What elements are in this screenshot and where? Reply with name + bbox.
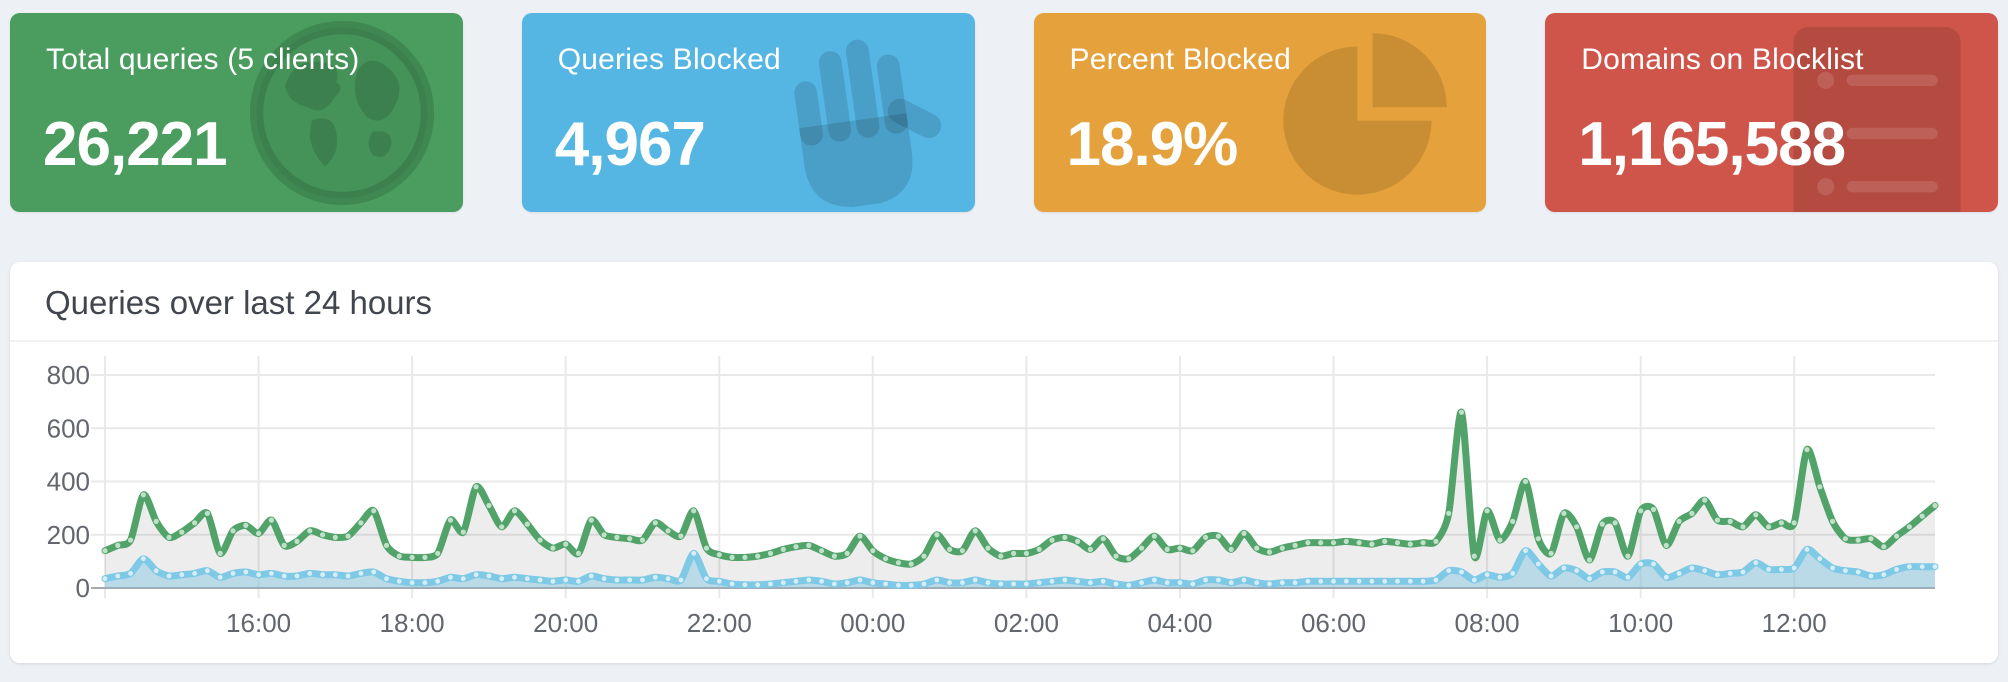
total-queries-value: 26,221 xyxy=(43,110,228,179)
list-icon xyxy=(1793,27,1961,212)
domains-blocklist-value: 1,165,588 xyxy=(1578,110,1846,179)
queries-chart[interactable]: 16:00 18:00 20:00 22:00 00:00 02:00 04:00 06:00… xyxy=(10,342,1998,663)
svg-text:04:00: 04:00 xyxy=(1147,608,1212,638)
chart-title: Queries over last 24 hours xyxy=(45,284,433,321)
summary-cards: Total queries (5 clients) 26,221 Queries… xyxy=(0,0,2008,212)
svg-text:600: 600 xyxy=(47,413,90,443)
panel-divider xyxy=(10,340,1998,342)
pie-chart-icon xyxy=(1283,32,1447,195)
queries-blocked-card[interactable]: Queries Blocked 4,967 xyxy=(521,13,975,212)
percent-blocked-label: Percent Blocked xyxy=(1069,43,1291,76)
queries-blocked-value: 4,967 xyxy=(554,110,706,179)
queries-blocked-label: Queries Blocked xyxy=(557,43,781,76)
svg-text:22:00: 22:00 xyxy=(687,608,752,638)
svg-text:08:00: 08:00 xyxy=(1455,608,1520,638)
svg-text:20:00: 20:00 xyxy=(533,608,598,638)
svg-text:12:00: 12:00 xyxy=(1762,608,1827,638)
svg-text:800: 800 xyxy=(47,360,90,390)
svg-text:02:00: 02:00 xyxy=(994,608,1059,638)
globe-icon xyxy=(249,20,434,205)
percent-blocked-card[interactable]: Percent Blocked 18.9% xyxy=(1033,13,1487,212)
svg-text:00:00: 00:00 xyxy=(840,608,905,638)
queries-over-time-panel: Queries over last 24 hours 16:00 18:00 20:… xyxy=(10,262,1998,663)
total-queries-label: Total queries (5 clients) xyxy=(46,43,360,76)
hand-icon xyxy=(793,39,941,207)
svg-text:10:00: 10:00 xyxy=(1608,608,1673,638)
svg-text:0: 0 xyxy=(76,573,90,603)
svg-text:06:00: 06:00 xyxy=(1301,608,1366,638)
percent-blocked-value: 18.9% xyxy=(1066,110,1239,179)
svg-text:18:00: 18:00 xyxy=(380,608,445,638)
domains-blocklist-label: Domains on Blocklist xyxy=(1581,43,1864,76)
svg-text:200: 200 xyxy=(47,520,90,550)
total-queries-card[interactable]: Total queries (5 clients) 26,221 xyxy=(10,13,463,212)
svg-text:16:00: 16:00 xyxy=(226,608,291,638)
svg-text:400: 400 xyxy=(47,467,90,497)
domains-blocklist-card[interactable]: Domains on Blocklist 1,165,588 xyxy=(1545,13,1998,212)
